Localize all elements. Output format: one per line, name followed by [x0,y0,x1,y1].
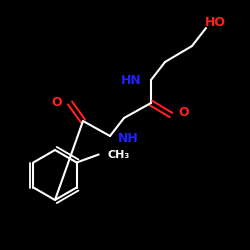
Text: NH: NH [118,132,139,144]
Text: O: O [52,96,62,110]
Text: HN: HN [121,74,142,86]
Text: CH₃: CH₃ [108,150,130,160]
Text: O: O [178,106,189,118]
Text: HO: HO [204,16,226,28]
